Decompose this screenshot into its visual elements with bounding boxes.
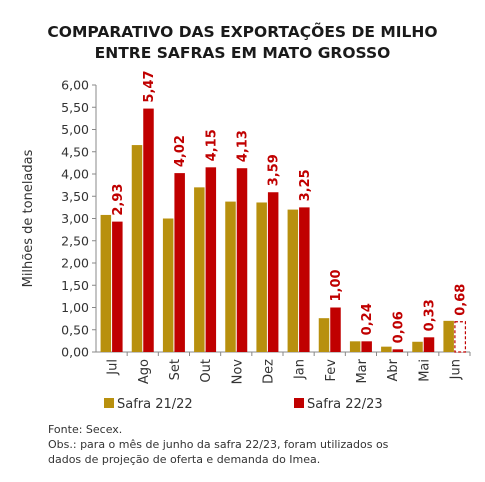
y-tick-label: 6,00 [61, 78, 89, 93]
bar-safra-21-22 [349, 341, 361, 352]
data-label-safra-22-23: 4,15 [204, 129, 219, 161]
data-label-safra-22-23: 1,00 [329, 269, 344, 301]
bar-safra-21-22 [225, 201, 236, 352]
bar-safra-21-22 [256, 202, 267, 352]
bar-safra-21-22 [131, 145, 143, 352]
y-tick-label: 4,00 [61, 167, 89, 182]
bar-chart: 0,00 0,50 1,00 1,50 2,00 2,50 3,00 3,50 4,00 4,50… [21, 71, 471, 412]
legend-label-safra-22-23: Safra 22/23 [307, 397, 383, 412]
bar-safra-22-23 [392, 349, 404, 352]
bar-safra-22-23 [236, 168, 248, 352]
x-tick-label: Dez [261, 359, 276, 384]
data-label-safra-22-23: 3,25 [298, 169, 313, 201]
data-label-safra-22-23: 3,59 [267, 154, 282, 186]
x-tick-label: Jul [106, 359, 121, 376]
data-label-safra-22-23: 0,33 [423, 299, 438, 331]
x-tick-label: Mai [417, 359, 432, 382]
bar-safra-21-22 [162, 218, 174, 352]
bar-safra-22-23 [330, 307, 341, 352]
x-tick-label: Ago [137, 359, 152, 384]
y-tick-label: 4,50 [61, 144, 89, 159]
legend-swatch-safra-21-22 [104, 398, 114, 408]
bar-safra-22-23-projected [454, 321, 467, 353]
x-tick-label: Out [199, 359, 214, 383]
bar-safra-22-23 [112, 221, 123, 352]
data-label-safra-22-23: 0,06 [391, 311, 406, 343]
y-axis-title: Milhões de toneladas [21, 149, 36, 287]
chart-title-line-2: ENTRE SAFRAS EM MATO GROSSO [94, 44, 391, 62]
bar-safra-21-22 [412, 341, 423, 352]
legend-label-safra-21-22: Safra 21/22 [117, 397, 193, 412]
x-tick-label: Abr [386, 358, 401, 381]
chart-notes: Fonte: Secex. Obs.: para o mês de junho … [48, 422, 388, 467]
y-tick-label: 3,50 [61, 189, 89, 204]
bar-safra-22-23 [423, 337, 435, 352]
y-tick-label: 1,00 [61, 300, 89, 315]
y-tick-label: 5,00 [61, 122, 89, 137]
bar-safra-22-23 [299, 207, 310, 352]
bar-safra-22-23 [205, 167, 217, 352]
bar-safra-22-23 [267, 192, 279, 352]
y-tick-label: 0,00 [61, 345, 89, 360]
bar-safra-21-22 [287, 209, 299, 352]
x-tick-label: Fev [324, 359, 339, 382]
data-label-safra-22-23: 4,02 [173, 135, 188, 167]
observation-note-line-1: Obs.: para o mês de junho da safra 22/23… [48, 438, 389, 451]
y-tick-label: 0,50 [61, 322, 89, 337]
y-tick-label: 2,50 [61, 233, 89, 248]
x-tick-label: Jun [448, 359, 463, 380]
y-tick-label: 1,50 [61, 278, 89, 293]
data-label-safra-22-23: 0,68 [454, 284, 469, 316]
bar-safra-21-22 [194, 187, 205, 352]
data-label-safra-22-23: 4,13 [236, 130, 251, 162]
x-tick-label: Mar [355, 358, 370, 383]
data-label-safra-22-23: 2,93 [111, 184, 126, 216]
bar-safra-22-23 [143, 108, 154, 353]
bar-safra-21-22 [100, 214, 112, 352]
bar-safra-21-22 [381, 346, 392, 352]
source-note: Fonte: Secex. [48, 423, 123, 436]
bar-safra-22-23 [174, 173, 185, 352]
y-tick-label: 2,00 [61, 256, 89, 271]
y-tick-label: 5,50 [61, 100, 89, 115]
data-label-safra-22-23: 0,24 [360, 303, 375, 335]
bar-safra-21-22 [318, 318, 330, 352]
chart-title: COMPARATIVO DAS EXPORTAÇÕES DE MILHO ENT… [0, 22, 485, 64]
x-tick-label: Nov [230, 359, 245, 385]
x-tick-label: Set [168, 359, 183, 380]
chart-title-line-1: COMPARATIVO DAS EXPORTAÇÕES DE MILHO [47, 23, 438, 41]
x-tick-label: Jan [293, 359, 308, 380]
bar-safra-22-23 [361, 341, 372, 352]
data-label-safra-22-23: 5,47 [142, 71, 157, 103]
bar-safra-21-22 [443, 320, 454, 352]
observation-note-line-2: dados de projeção de oferta e demanda do… [48, 453, 321, 466]
y-tick-label: 3,00 [61, 211, 89, 226]
legend-swatch-safra-22-23 [294, 398, 304, 408]
